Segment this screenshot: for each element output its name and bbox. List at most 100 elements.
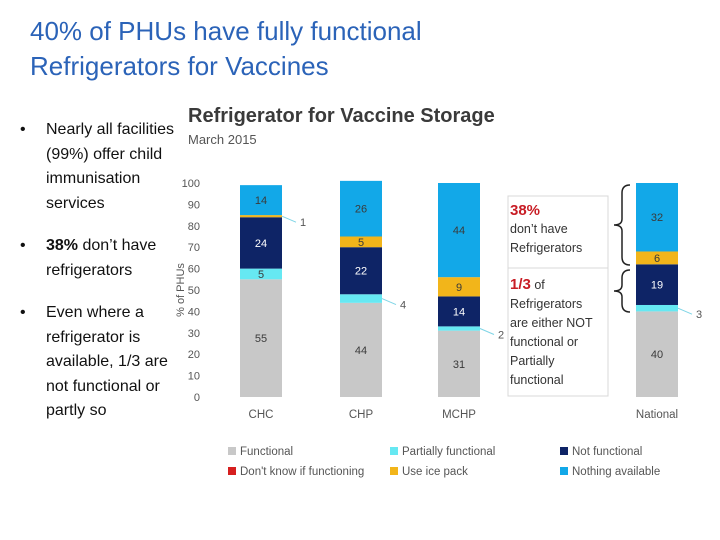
data-label: 5	[258, 269, 264, 281]
data-label: 26	[355, 204, 367, 216]
slide-title: 40% of PHUs have fully functional Refrig…	[30, 14, 500, 84]
data-label: 19	[651, 280, 663, 292]
y-axis: 0 10 20 30 40 50 60 70 80 90 100 % of PHUs	[175, 178, 200, 404]
y-tick-label: 100	[182, 178, 200, 190]
legend-item-functional: Functional	[228, 446, 293, 458]
bullet-bold-text: 38%	[46, 237, 79, 254]
callout-top-text-2: Refrigerators	[510, 241, 583, 255]
bar-segment-nothing-available	[340, 180, 382, 237]
legend-label: Not functional	[572, 446, 643, 458]
bullet-item: • Nearly all facilities (99%) offer chil…	[20, 118, 180, 216]
data-label-leader	[677, 307, 693, 315]
data-label: 6	[654, 253, 660, 265]
legend-label: Nothing available	[572, 466, 661, 478]
category-label: MCHP	[442, 409, 476, 421]
y-tick-label: 80	[188, 221, 200, 233]
legend-label: Don't know if functioning	[240, 466, 365, 478]
bar-segment-ice-pack	[240, 215, 282, 218]
legend-item-partially-functional: Partially functional	[390, 446, 495, 458]
bar-segment-ice-pack	[438, 277, 480, 297]
bar-segment-nothing-available	[240, 185, 282, 216]
y-tick-label: 10	[188, 371, 200, 383]
chart-title: Refrigerator for Vaccine Storage	[188, 105, 495, 127]
data-label: 4	[400, 300, 406, 312]
bar-segment-functional	[636, 311, 678, 397]
data-label: 9	[456, 282, 462, 294]
bar-segment-partially-functional	[340, 294, 382, 303]
y-tick-label: 70	[188, 242, 200, 254]
bar-segment-partially-functional	[438, 326, 480, 331]
bullet-dot-icon: •	[20, 304, 26, 321]
legend-item-ice-pack: Use ice pack	[390, 466, 468, 478]
bar-segment-functional	[438, 330, 480, 397]
bullet-text: Nearly all facilities (99%) offer child …	[46, 121, 175, 212]
y-tick-label: 30	[188, 328, 200, 340]
brace-bottom	[613, 269, 631, 313]
bar-segment-functional	[240, 279, 282, 397]
bar-segment-partially-functional	[636, 304, 678, 312]
data-label: 55	[255, 333, 267, 345]
callout-bottom-text-5: functional	[510, 373, 564, 387]
bullet-item: • Even where a refrigerator is available…	[20, 301, 180, 424]
callout-bottom-text-2: are either NOT	[510, 316, 593, 330]
bar-segment-not-functional	[636, 264, 678, 305]
y-axis-label: % of PHUs	[175, 263, 187, 317]
data-label-leader	[479, 328, 495, 335]
legend-label: Partially functional	[402, 446, 496, 458]
data-label: 31	[453, 359, 465, 371]
y-tick-label: 20	[188, 349, 200, 361]
callout-not-functional: 1/3 of Refrigerators are either NOT func…	[510, 275, 593, 390]
bar-segment-not-functional	[438, 296, 480, 327]
data-label: 32	[651, 212, 663, 224]
y-tick-label: 90	[188, 199, 200, 211]
legend-item-not-functional: Not functional	[560, 446, 642, 458]
callout-bottom-of: of	[530, 278, 545, 292]
bar-segment-partially-functional	[240, 268, 282, 280]
legend-swatch	[228, 467, 236, 475]
legend-label: Use ice pack	[402, 466, 468, 478]
bar-segment-functional	[340, 302, 382, 397]
callout-top-percent: 38%	[510, 202, 541, 219]
callout-bottom-text-4: Partially	[510, 354, 555, 368]
data-label-leader	[281, 215, 297, 223]
bullet-dot-icon: •	[20, 237, 26, 254]
bar-segment-not-functional	[240, 217, 282, 269]
slide-title-line-1: 40% of PHUs have fully functional	[30, 16, 422, 46]
chart-subtitle: March 2015	[188, 132, 257, 147]
legend-swatch	[228, 447, 236, 455]
bullet-dot-icon: •	[20, 121, 26, 138]
bullet-text: don’t have refrigerators	[46, 237, 157, 279]
category-label: CHP	[349, 409, 374, 421]
bar-segment-ice-pack	[636, 251, 678, 265]
legend-swatch	[390, 467, 398, 475]
callout-bottom-fraction: 1/3	[510, 276, 531, 293]
data-label: 40	[651, 349, 663, 361]
category-label: National	[636, 409, 678, 421]
bar-segment-not-functional	[340, 247, 382, 295]
category-labels: CHC CHP MCHP National	[249, 409, 679, 421]
slide-title-line-2: Refrigerators for Vaccines	[30, 51, 329, 81]
brace-top	[613, 184, 631, 266]
data-label: 1	[300, 217, 306, 229]
bullet-item: • 38% don’t have refrigerators	[20, 234, 180, 283]
legend-swatch	[390, 447, 398, 455]
callout-box	[507, 195, 609, 397]
data-label-leader	[381, 298, 397, 306]
callout-braces	[507, 184, 631, 397]
data-label: 44	[453, 225, 465, 237]
data-label: 14	[255, 195, 267, 207]
legend-item-nothing-available: Nothing available	[560, 466, 660, 478]
legend-item-dont-know: Don't know if functioning	[228, 466, 364, 478]
data-label: 22	[355, 266, 367, 278]
callout-bottom-text-1: Refrigerators	[510, 297, 583, 311]
callout-top-text-1: don’t have	[510, 222, 568, 236]
data-label: 24	[255, 238, 267, 250]
bullet-list: • Nearly all facilities (99%) offer chil…	[20, 118, 180, 442]
bar-segment-nothing-available	[636, 183, 678, 252]
y-tick-label: 60	[188, 264, 200, 276]
bars	[240, 180, 678, 397]
data-label: 2	[498, 330, 504, 342]
category-label: CHC	[249, 409, 274, 421]
